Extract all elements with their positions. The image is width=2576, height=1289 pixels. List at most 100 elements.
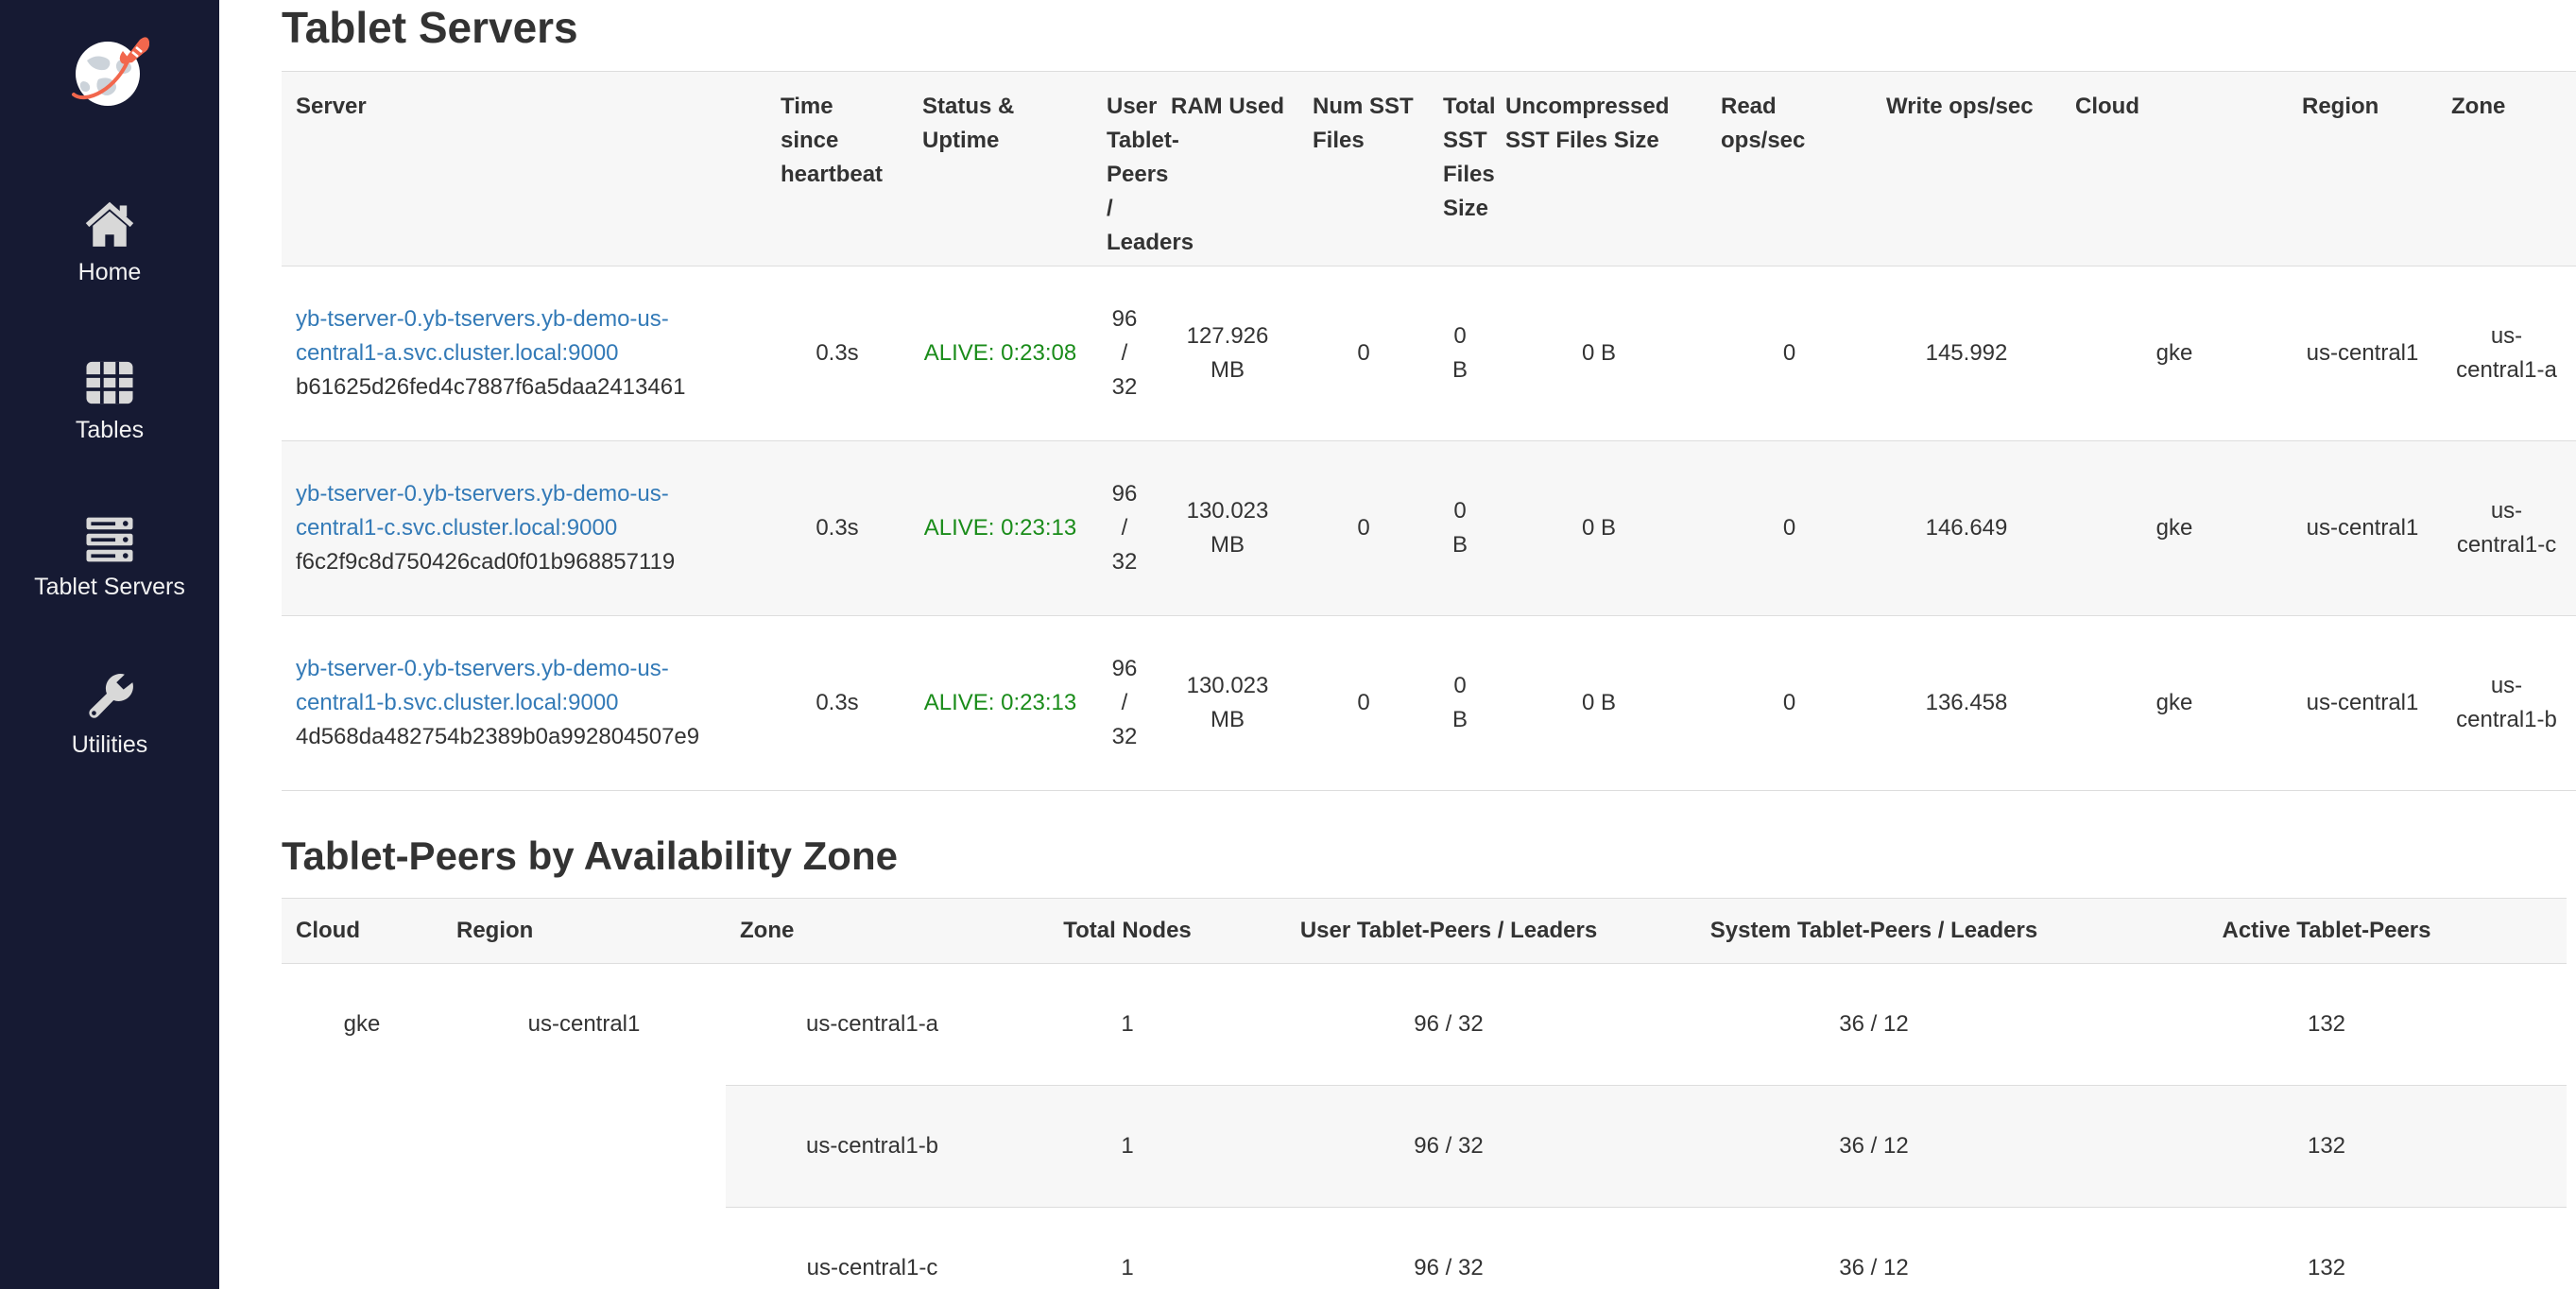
yugabyte-logo-icon — [70, 32, 150, 112]
heartbeat-cell: 0.3s — [766, 615, 908, 791]
region-cell: us-central1 — [2288, 440, 2437, 616]
az-system-tablet-peers-cell: 36 / 12 — [1839, 1010, 1909, 1037]
ram-used-cell: 127.926 MB — [1186, 323, 1269, 384]
col-az-region: Region — [442, 898, 726, 964]
sidebar-item-utilities[interactable]: Utilities — [71, 671, 148, 759]
read-ops-cell: 0 — [1782, 340, 1796, 367]
server-cell: yb-tserver-0.yb-tservers.yb-demo-us-cent… — [282, 266, 766, 441]
tables-icon — [86, 361, 133, 404]
sidebar-item-label: Tablet Servers — [34, 574, 185, 600]
col-region: Region — [2288, 71, 2437, 267]
heartbeat-cell: 0.3s — [766, 440, 908, 616]
cloud-cell: gke — [2155, 340, 2193, 367]
total-sst-cell: 0 B — [1429, 440, 1491, 616]
user-tablet-peers-cell: 96 / 32 — [1111, 306, 1138, 401]
az-system-tablet-peers-cell: 36 / 12 — [1661, 1206, 2087, 1289]
col-uncompressed-sst: Uncompressed SST Files Size — [1491, 71, 1707, 267]
uncompressed-sst-cell: 0 B — [1491, 440, 1707, 616]
write-ops-cell: 146.649 — [1872, 440, 2061, 616]
home-icon — [85, 201, 134, 247]
az-active-tablet-peers-cell: 132 — [2307, 1010, 2346, 1037]
col-user-tablet-peers: User Tablet-Peers / Leaders — [1092, 71, 1194, 267]
az-row: us-central1-c 1 96 / 32 36 / 12 132 — [282, 1206, 2567, 1289]
page-title: Tablet Servers — [282, 3, 578, 52]
az-total-nodes-cell: 1 — [1121, 1010, 1134, 1037]
user-tablet-peers-cell: 96 / 32 — [1092, 440, 1157, 616]
zone-cell: us-central1-b — [2437, 615, 2576, 791]
ram-used-cell: 130.023 MB — [1157, 440, 1298, 616]
tablet-servers-table: Server Time since heartbeat Status & Upt… — [282, 71, 2576, 792]
sidebar-item-tables[interactable]: Tables — [76, 356, 144, 444]
az-active-tablet-peers-cell: 132 — [2087, 1206, 2567, 1289]
az-region-cell: us-central1 — [527, 1010, 641, 1037]
status-cell: ALIVE: 0:23:13 — [908, 440, 1092, 616]
az-zone-cell: us-central1-a — [805, 1010, 939, 1037]
uncompressed-sst-cell: 0 B — [1581, 340, 1617, 367]
tablet-servers-icon — [86, 517, 133, 562]
server-cell: yb-tserver-0.yb-tservers.yb-demo-us-cent… — [282, 440, 766, 616]
sidebar: Home Tables — [0, 0, 219, 1289]
az-system-tablet-peers-cell: 36 / 12 — [1661, 1084, 2087, 1208]
col-cloud: Cloud — [2061, 71, 2288, 267]
col-ram-used: RAM Used — [1157, 71, 1298, 267]
az-row: us-central1-b 1 96 / 32 36 / 12 132 — [282, 1084, 2567, 1208]
tserver-link[interactable]: yb-tserver-0.yb-tservers.yb-demo-us-cent… — [296, 481, 669, 541]
status-cell: ALIVE: 0:23:13 — [908, 615, 1092, 791]
col-write-ops: Write ops/sec — [1872, 71, 2061, 267]
col-status: Status & Uptime — [908, 71, 1092, 267]
sidebar-item-tablet-servers[interactable]: Tablet Servers — [34, 513, 185, 601]
cloud-cell: gke — [2061, 440, 2288, 616]
sidebar-item-label: Home — [77, 259, 142, 285]
az-zone-cell: us-central1-b — [726, 1084, 1019, 1208]
col-az-active-tablet-peers: Active Tablet-Peers — [2087, 898, 2567, 964]
tserver-link[interactable]: yb-tserver-0.yb-tservers.yb-demo-us-cent… — [296, 656, 669, 716]
total-sst-cell: 0 B — [1451, 323, 1468, 384]
tserver-header-row: Server Time since heartbeat Status & Upt… — [282, 71, 2576, 267]
col-total-sst: Total SST Files Size — [1429, 71, 1496, 267]
total-sst-cell: 0 B — [1429, 615, 1491, 791]
col-az-total-nodes: Total Nodes — [1019, 898, 1236, 964]
main-content: Tablet Servers Server Time since heartbe… — [219, 0, 2576, 1289]
col-read-ops: Read ops/sec — [1707, 71, 1872, 267]
col-server: Server — [282, 71, 766, 267]
tserver-row: yb-tserver-0.yb-tservers.yb-demo-us-cent… — [282, 266, 2576, 441]
col-az-system-tablet-peers: System Tablet-Peers / Leaders — [1661, 898, 2087, 964]
tserver-uuid: f6c2f9c8d750426cad0f01b968857119 — [296, 549, 676, 576]
uncompressed-sst-cell: 0 B — [1491, 615, 1707, 791]
az-active-tablet-peers-cell: 132 — [2087, 1084, 2567, 1208]
cloud-cell: gke — [2061, 615, 2288, 791]
zone-cell: us-central1-c — [2437, 440, 2576, 616]
sidebar-item-label: Utilities — [71, 730, 148, 758]
az-header-row: Cloud Region Zone Total Nodes User Table… — [282, 898, 2567, 964]
tserver-uuid: b61625d26fed4c7887f6a5daa2413461 — [296, 374, 686, 401]
sidebar-item-label: Tables — [75, 416, 145, 443]
sidebar-nav: Home Tables — [34, 198, 185, 758]
az-user-tablet-peers-cell: 96 / 32 — [1236, 1084, 1661, 1208]
user-tablet-peers-cell: 96 / 32 — [1092, 615, 1157, 791]
read-ops-cell: 0 — [1707, 440, 1872, 616]
az-total-nodes-cell: 1 — [1019, 1084, 1236, 1208]
tserver-row: yb-tserver-0.yb-tservers.yb-demo-us-cent… — [282, 615, 2576, 791]
heartbeat-cell: 0.3s — [816, 340, 859, 367]
zone-cell: us-central1-a — [2456, 323, 2557, 384]
tserver-uuid: 4d568da482754b2389b0a992804507e9 — [296, 724, 700, 750]
az-user-tablet-peers-cell: 96 / 32 — [1236, 1206, 1661, 1289]
tserver-link[interactable]: yb-tserver-0.yb-tservers.yb-demo-us-cent… — [296, 306, 669, 367]
sidebar-item-home[interactable]: Home — [77, 198, 142, 286]
write-ops-cell: 145.992 — [1925, 340, 2008, 367]
az-section-title: Tablet-Peers by Availability Zone — [282, 834, 898, 879]
col-az-cloud: Cloud — [282, 898, 442, 964]
num-sst-cell: 0 — [1357, 340, 1370, 367]
num-sst-cell: 0 — [1298, 615, 1429, 791]
az-row: gke us-central1 us-central1-a 1 96 / 32 … — [282, 963, 2567, 1085]
col-az-zone: Zone — [726, 898, 1019, 964]
tserver-row: yb-tserver-0.yb-tservers.yb-demo-us-cent… — [282, 440, 2576, 616]
region-cell: us-central1 — [2288, 615, 2437, 791]
write-ops-cell: 136.458 — [1872, 615, 2061, 791]
az-zone-cell: us-central1-c — [726, 1206, 1019, 1289]
ram-used-cell: 130.023 MB — [1157, 615, 1298, 791]
col-zone: Zone — [2437, 71, 2576, 267]
az-user-tablet-peers-cell: 96 / 32 — [1414, 1010, 1484, 1037]
az-cloud-cell: gke — [343, 1010, 381, 1037]
